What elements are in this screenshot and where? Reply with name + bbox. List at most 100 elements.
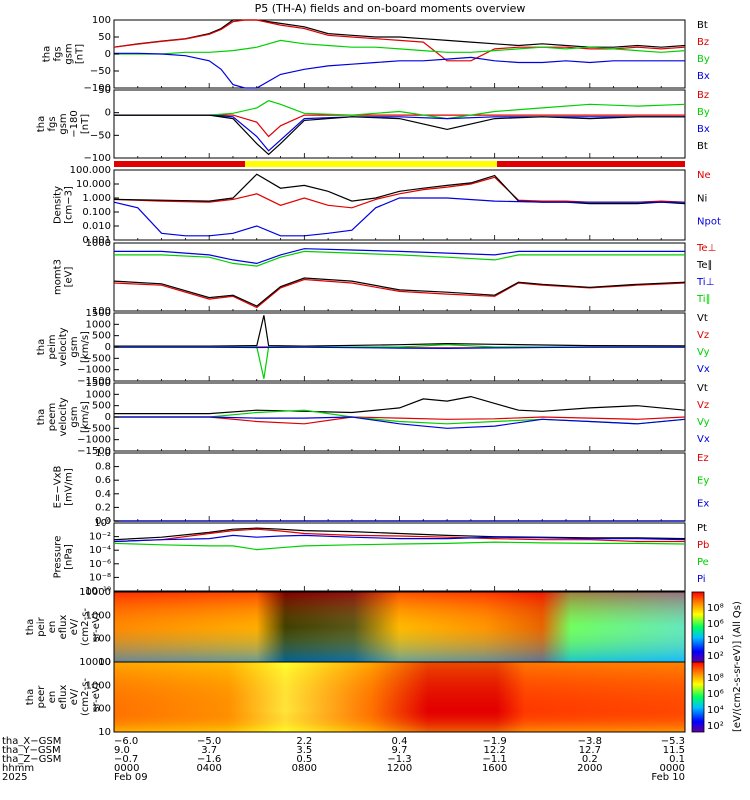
legend-2-2: Npot — [697, 217, 721, 228]
xaxis-value-1-5: 12.7 — [579, 745, 601, 756]
ylabel-0-1: fgs — [53, 46, 64, 61]
series-line-3-0 — [113, 278, 686, 309]
colorbar-tick-top-3: 10² — [707, 651, 724, 662]
ylabel-5-4: [km/s] — [80, 401, 91, 433]
ytick-label-5-0: 1500 — [86, 378, 111, 389]
ytick-label-5-6: −1500 — [77, 446, 111, 457]
region-bar-yellow — [245, 161, 497, 167]
ylabel-4-4: [km/s] — [80, 331, 91, 363]
legend-6-0: Ez — [697, 453, 709, 464]
series-line-4-3 — [114, 346, 685, 350]
legend-7-2: Pe — [697, 557, 709, 568]
xaxis-value-3-0: 0000 — [114, 763, 139, 774]
xaxis-value-2-6: 0.1 — [669, 754, 685, 765]
ylabel-5-2: velocity — [58, 397, 69, 436]
series-line-1-2 — [114, 114, 685, 152]
ylabel-6-1: [mV/m] — [64, 468, 75, 506]
legend-3-3: Ti∥ — [696, 294, 711, 305]
legend-3-1: Te∥ — [696, 260, 713, 271]
xaxis-value-0-6: −5.3 — [661, 736, 685, 747]
legend-4-2: Vy — [697, 347, 710, 358]
ylabel-1-4: [nT] — [80, 114, 91, 134]
xaxis-value-2-3: −1.3 — [387, 754, 411, 765]
legend-7-3: Pi — [697, 574, 706, 585]
spectrogram-ion-overlay — [114, 592, 685, 662]
legend-4-0: Vt — [697, 313, 708, 324]
ylabel-group-4: tha peim velocity gsm [km/s] — [36, 327, 91, 366]
ylabel-8-2: en — [47, 621, 58, 634]
ytick-label-3-0: 1000 — [86, 238, 111, 249]
xaxis-value-1-4: 12.2 — [484, 745, 506, 756]
colorbar-tick-bottom-2: 10⁴ — [707, 705, 724, 716]
ylabel-1-2: gsm — [58, 113, 69, 134]
series-line-1-0 — [114, 114, 685, 138]
ylabel-8-1: peir — [36, 616, 47, 636]
ylabel-group-7: Pressure [nPa] — [53, 536, 75, 579]
series-line-0-0 — [113, 19, 686, 48]
series-line-7-2 — [113, 541, 686, 551]
legend-7-1: Pb — [697, 540, 709, 551]
region-bar-red-left — [114, 161, 245, 167]
ylabel-5-0: tha — [36, 409, 47, 425]
region-bar — [114, 161, 685, 167]
series-line-4-2 — [114, 344, 685, 379]
colorbar-tick-bottom-0: 10⁸ — [707, 673, 724, 684]
ylabel-1-3: −180 — [69, 110, 80, 137]
spectrogram-electron-frame — [113, 661, 686, 733]
ylabel-2-1: [cm−3] — [64, 186, 75, 224]
spectrogram-electron-overlay — [114, 662, 685, 732]
ytick-label-8-1: 1000 — [86, 610, 111, 621]
ytick-label-7-2: 10⁻⁴ — [89, 545, 111, 556]
series-line-0-1 — [113, 19, 686, 62]
legend-1-1: By — [697, 107, 710, 118]
ylabel-9-1: peer — [36, 685, 47, 709]
ylabel-3-0: momt3 — [53, 259, 64, 295]
ytick-label-0-0: 100 — [92, 15, 111, 26]
panel-frame-6 — [113, 452, 686, 522]
ytick-label-6-1: 0.8 — [95, 462, 111, 473]
ytick-label-5-2: 500 — [92, 401, 111, 412]
ylabel-8-4: eV/ — [69, 618, 80, 635]
colorbar-bottom — [691, 661, 705, 733]
xaxis-value-3-3: 1200 — [387, 763, 412, 774]
xaxis-row-label-3: hhmm — [2, 763, 34, 774]
ytick-label-1-0: 50 — [98, 85, 111, 96]
ytick-label-4-5: −1000 — [77, 365, 111, 376]
ytick-label-1-1: 0 — [105, 108, 111, 119]
legend-2-0: Ne — [697, 170, 711, 181]
ytick-label-7-3: 10⁻⁶ — [89, 559, 111, 570]
ylabel-7-0: Pressure — [53, 536, 64, 579]
xaxis-value-3-2: 0800 — [292, 763, 317, 774]
ylabel-8-6: sr-eV) — [91, 612, 102, 641]
ylabel-group-0: tha fgs gsm [nT] — [42, 43, 86, 64]
series-line-4-0 — [114, 315, 686, 347]
ytick-label-6-2: 0.6 — [95, 475, 111, 486]
ytick-label-0-4: −100 — [84, 83, 111, 94]
xaxis-value-0-1: −5.0 — [197, 736, 221, 747]
spectrogram-electron — [113, 661, 686, 733]
legend-1-2: Bx — [697, 124, 710, 135]
ytick-label-5-3: 0 — [105, 412, 111, 423]
xaxis-row-label-0: tha_X−GSM — [2, 736, 61, 747]
series-line-7-1 — [113, 528, 685, 543]
ylabel-group-2: Density [cm−3] — [53, 186, 75, 224]
ylabel-4-0: tha — [36, 339, 47, 355]
colorbar-tick-bottom-3: 10² — [707, 721, 724, 732]
ylabel-9-2: en — [47, 691, 58, 704]
colorbar-tick-top-0: 10⁸ — [707, 603, 724, 614]
legend-7-0: Pt — [697, 523, 707, 534]
series-line-7-3 — [113, 534, 686, 543]
ytick-label-2-0: 100.000 — [70, 165, 111, 176]
ytick-label-4-2: 500 — [92, 331, 111, 342]
legend-3-2: Ti⊥ — [696, 277, 714, 288]
series-line-1-1 — [114, 100, 686, 120]
ylabel-0-3: [nT] — [75, 44, 86, 64]
ytick-label-4-6: −1500 — [77, 376, 111, 387]
legend-6-1: Ey — [697, 476, 709, 487]
ylabel-group-3: momt3 [eV] — [53, 259, 75, 295]
series-line-2-2 — [113, 197, 685, 237]
xaxis-value-3-6: 0000 — [660, 763, 685, 774]
ytick-label-5-1: 1000 — [86, 389, 111, 400]
